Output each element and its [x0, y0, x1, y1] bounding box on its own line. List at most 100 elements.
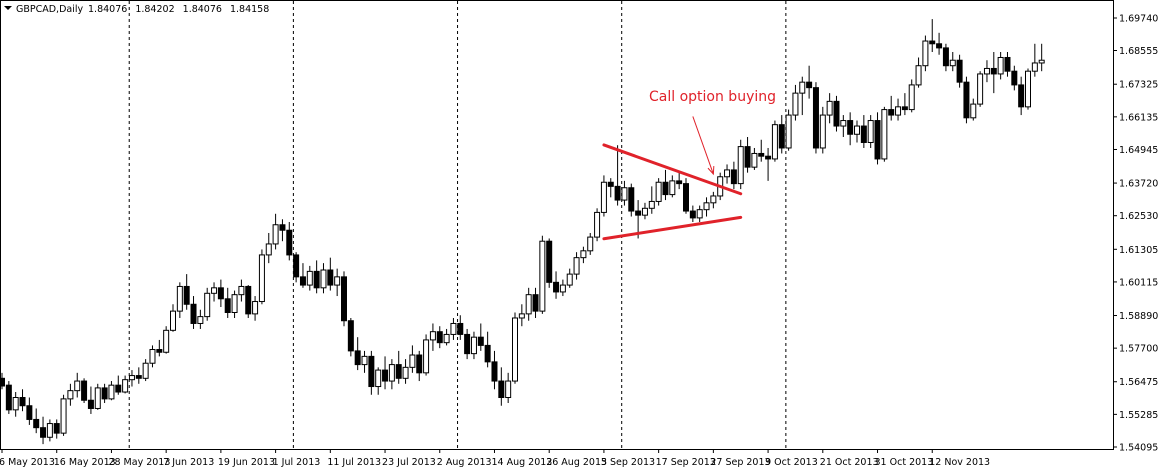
- candle-body-bull: [361, 355, 368, 366]
- candle: [874, 112, 881, 165]
- candle: [477, 323, 484, 351]
- candle-body-bear: [484, 344, 491, 363]
- candle-body-bear: [416, 354, 423, 374]
- candle-body-bear: [956, 59, 963, 83]
- candle: [60, 394, 67, 436]
- ohlc-low: 1.84076: [183, 4, 222, 15]
- candle: [532, 287, 539, 318]
- candle-body-bear: [546, 240, 553, 283]
- candle-body-bear: [457, 322, 464, 335]
- candle: [922, 35, 929, 72]
- candle-body-bear: [477, 336, 484, 346]
- candle-body-bull: [771, 124, 778, 160]
- candle-body-bull: [696, 209, 703, 219]
- candle: [771, 120, 778, 162]
- candle: [1011, 65, 1018, 91]
- candle-body-bull: [306, 270, 313, 286]
- candle-body-bull: [402, 366, 409, 379]
- candle: [258, 249, 265, 305]
- candle: [765, 147, 772, 181]
- y-tick-label: 1.56475: [1119, 377, 1158, 388]
- candle: [573, 252, 580, 280]
- candle: [265, 232, 272, 264]
- candle: [347, 317, 354, 357]
- x-tick-label: 5 Sep 2013: [601, 457, 655, 468]
- candle: [553, 271, 560, 299]
- candle-body-bear: [40, 427, 47, 438]
- candle-body-bull: [197, 316, 204, 324]
- candle: [628, 183, 635, 217]
- candle-body-bear: [963, 81, 970, 119]
- candle-body-bull: [204, 292, 211, 318]
- candle-body-bear: [628, 187, 635, 212]
- candle: [279, 219, 286, 242]
- candle-body-bear: [115, 384, 122, 393]
- candle: [211, 282, 218, 302]
- candle: [26, 397, 33, 425]
- candle: [450, 317, 457, 340]
- candle: [703, 197, 710, 217]
- triangle-pattern: [602, 116, 743, 241]
- x-tick-label: 9 Oct 2013: [765, 457, 818, 468]
- candle-body-bear: [5, 384, 12, 411]
- x-tick-label: 7 Jun 2013: [163, 457, 214, 468]
- candle: [183, 274, 190, 310]
- candle-body-bull: [970, 103, 977, 119]
- candle-body-bear: [217, 287, 224, 300]
- candle-body-bull: [231, 294, 238, 314]
- candle-body-bull: [334, 276, 341, 286]
- candle-body-bull: [258, 254, 265, 303]
- candle-body-bull: [792, 92, 799, 116]
- candle: [368, 350, 375, 395]
- candle: [224, 287, 231, 318]
- candle: [949, 52, 956, 72]
- candle: [942, 43, 949, 72]
- candle-body-bear: [286, 229, 293, 256]
- candle: [115, 375, 122, 395]
- candle: [785, 109, 792, 151]
- candle: [416, 350, 423, 382]
- candle: [977, 71, 984, 107]
- candle: [498, 367, 505, 406]
- candle: [854, 120, 860, 143]
- candle-body-bull: [751, 152, 758, 168]
- candle: [641, 202, 648, 220]
- candle: [204, 287, 211, 321]
- candle: [293, 252, 300, 283]
- candle: [559, 279, 566, 297]
- candle-body-bear: [614, 185, 621, 201]
- annotation-label: Call option buying: [649, 89, 776, 105]
- candle: [812, 82, 819, 154]
- grid: [128, 1, 787, 449]
- candle-body-bull: [525, 294, 532, 315]
- candle: [956, 54, 963, 88]
- candle: [936, 32, 943, 55]
- candle: [860, 115, 867, 148]
- candle-body-bull: [895, 106, 902, 116]
- candle-body-bear: [812, 87, 819, 149]
- candle-body-bull: [737, 146, 744, 185]
- candle-body-bear: [607, 181, 614, 187]
- candle-body-bear: [183, 285, 190, 305]
- candle: [19, 389, 26, 412]
- candle-body-bull: [566, 273, 573, 286]
- candle-body-bear: [245, 285, 252, 315]
- candle: [382, 356, 389, 390]
- candle-body-bear: [293, 254, 300, 278]
- candle-body-bull: [710, 195, 717, 204]
- candle-body-bull: [573, 257, 580, 275]
- candle: [1025, 68, 1031, 110]
- candle: [546, 238, 553, 288]
- triangle-lower-line: [602, 215, 743, 241]
- candle-body-bear: [53, 423, 60, 434]
- candle-body-bear: [87, 399, 94, 409]
- ohlc-close: 1.84158: [230, 4, 269, 15]
- candle-body-bull: [580, 250, 587, 259]
- x-tick-label: 23 Jul 2013: [382, 457, 436, 468]
- candle-body-bull: [1031, 62, 1038, 72]
- candle: [580, 246, 587, 264]
- candle: [539, 235, 546, 314]
- candles: [0, 19, 1045, 445]
- x-tick-label: 28 May 2013: [108, 457, 170, 468]
- candle-body-bear: [156, 349, 163, 353]
